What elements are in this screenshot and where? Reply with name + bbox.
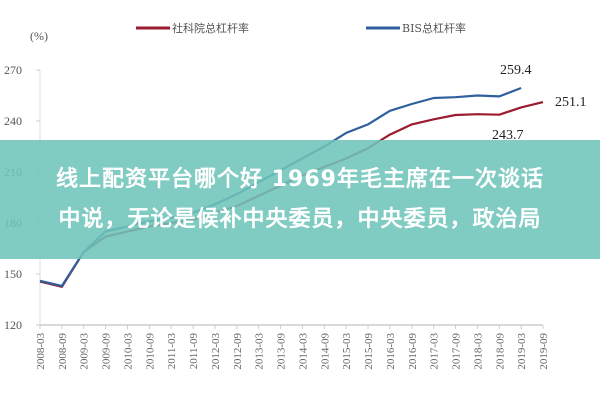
y-tick-label: 120	[4, 318, 22, 332]
x-tick-label: 2010-09	[144, 333, 156, 370]
promo-overlay-banner: 线上配资平台哪个好 1969年毛主席在一次谈话 中说，无论是候补中央委员，中央委…	[0, 140, 600, 259]
x-tick-label: 2008-03	[35, 333, 47, 370]
x-tick-label: 2014-09	[319, 333, 331, 370]
overlay-text-line-2: 中说，无论是候补中央委员，中央委员，政治局	[58, 206, 542, 232]
overlay-text-line-1: 线上配资平台哪个好 1969年毛主席在一次谈话	[56, 166, 544, 192]
x-tick-label: 2015-03	[341, 333, 353, 370]
x-tick-label: 2012-09	[232, 333, 244, 370]
x-tick-label: 2017-03	[429, 333, 441, 370]
x-tick-label: 2015-09	[363, 333, 375, 370]
x-tick-label: 2014-03	[297, 333, 309, 370]
annotation-cass-last: 251.1	[555, 95, 587, 110]
x-tick-label: 2013-03	[254, 333, 266, 370]
x-tick-label: 2016-03	[385, 333, 397, 370]
x-tick-label: 2019-09	[538, 333, 550, 370]
annotation-bis-last: 259.4	[500, 63, 532, 78]
x-tick-label: 2016-09	[407, 333, 419, 370]
x-tick-label: 2009-09	[101, 333, 113, 370]
x-tick-label: 2009-03	[79, 333, 91, 370]
x-tick-label: 2011-03	[166, 333, 178, 370]
y-tick-label: 150	[4, 267, 22, 281]
legend-label-bis: BIS总杠杆率	[402, 21, 466, 35]
x-tick-label: 2011-09	[188, 333, 200, 370]
legend: 社科院总杠杆率 BIS总杠杆率	[136, 21, 466, 35]
x-tick-label: 2018-03	[472, 333, 484, 370]
x-tick-label: 2010-03	[122, 333, 134, 370]
legend-label-cass: 社科院总杠杆率	[172, 21, 249, 35]
x-tick-label: 2018-09	[494, 333, 506, 370]
x-tick-label: 2008-09	[57, 333, 69, 370]
annotation-cass-2018: 243.7	[492, 128, 524, 143]
y-tick-label: 270	[4, 63, 22, 77]
x-tick-label: 2017-09	[451, 333, 463, 370]
x-tick-label: 2013-09	[276, 333, 288, 370]
x-axis-ticks: 2008-03 2008-09 2009-03 2009-09 2010-03 2010-…	[35, 325, 550, 370]
y-axis-unit: (%)	[30, 29, 48, 43]
y-tick-label: 240	[4, 114, 22, 128]
x-tick-label: 2019-03	[516, 333, 528, 370]
x-tick-label: 2012-03	[210, 333, 222, 370]
